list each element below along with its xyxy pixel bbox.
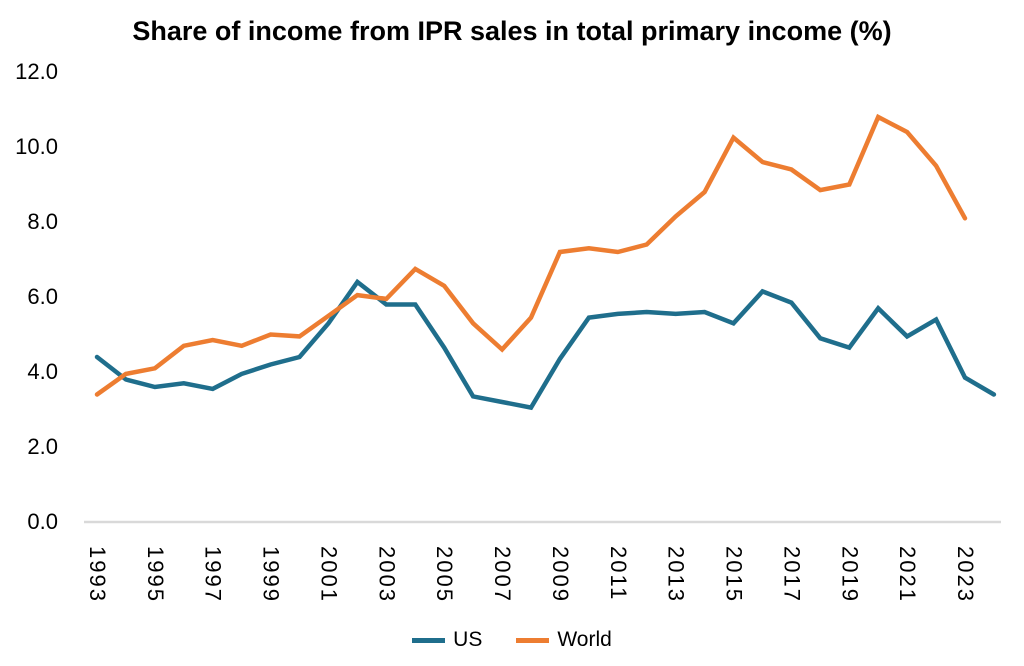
x-tick-label: 1997 bbox=[200, 546, 226, 603]
y-tick-label: 4.0 bbox=[27, 359, 58, 384]
y-tick-label: 8.0 bbox=[27, 209, 58, 234]
x-tick-label: 2001 bbox=[316, 546, 342, 603]
x-tick-label: 2009 bbox=[547, 546, 573, 603]
chart-title: Share of income from IPR sales in total … bbox=[132, 16, 892, 46]
legend-label-world: World bbox=[557, 628, 612, 651]
x-tick-label: 2013 bbox=[663, 546, 689, 603]
x-tick-label: 2007 bbox=[490, 546, 516, 603]
us-line-swatch-icon bbox=[412, 637, 446, 643]
x-tick-label: 2003 bbox=[374, 546, 400, 603]
y-tick-label: 12.0 bbox=[15, 59, 58, 84]
x-tick-label: 2011 bbox=[605, 546, 631, 602]
x-tick-label: 2017 bbox=[779, 546, 805, 603]
legend-label-us: US bbox=[453, 628, 483, 651]
x-tick-label: 2015 bbox=[721, 546, 747, 603]
x-tick-label: 2021 bbox=[895, 546, 921, 603]
us-series-line bbox=[94, 278, 997, 411]
legend: US World bbox=[0, 628, 1024, 652]
x-tick-label: 2005 bbox=[432, 546, 458, 603]
x-tick-label: 1999 bbox=[258, 546, 284, 603]
world-series-line bbox=[94, 113, 968, 397]
x-tick-label: 1993 bbox=[85, 546, 110, 603]
y-tick-label: 10.0 bbox=[15, 134, 58, 159]
y-tick-label: 6.0 bbox=[27, 284, 58, 309]
x-tick-label: 1995 bbox=[142, 546, 168, 603]
world-line-swatch-icon bbox=[516, 637, 550, 643]
x-tick-label: 2019 bbox=[837, 546, 863, 603]
y-tick-label: 2.0 bbox=[27, 434, 58, 459]
legend-item-world: World bbox=[516, 628, 612, 652]
x-tick-label: 2023 bbox=[953, 546, 978, 603]
legend-item-us: US bbox=[412, 628, 482, 652]
y-tick-label: 0.0 bbox=[27, 509, 58, 534]
